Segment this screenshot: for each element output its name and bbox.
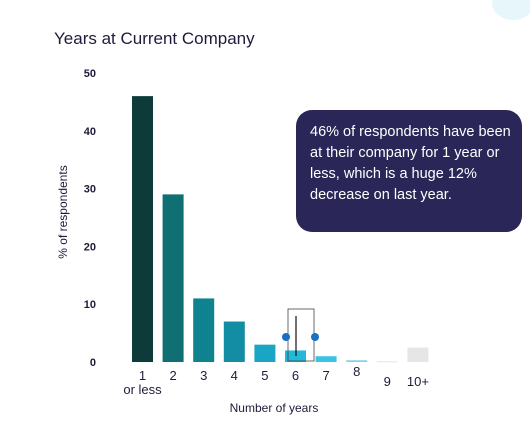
chart-title: Years at Current Company <box>54 29 255 48</box>
decorative-circle <box>492 0 530 20</box>
bar-1 <box>132 96 153 363</box>
x-tick-label: 6 <box>292 368 299 383</box>
x-tick-label: 4 <box>231 368 238 383</box>
y-tick-label: 40 <box>84 126 96 138</box>
x-tick-label: 1 <box>139 368 146 383</box>
y-tick-label: 10 <box>84 299 96 311</box>
x-tick-label: 8 <box>353 364 360 379</box>
x-tick-label: 9 <box>384 374 391 389</box>
x-tick-label: 2 <box>169 368 176 383</box>
y-tick-label: 50 <box>84 68 96 80</box>
bar-10plus <box>407 347 429 362</box>
bar-5 <box>254 344 276 362</box>
bar-8 <box>346 360 368 362</box>
x-tick-label: 5 <box>261 368 268 383</box>
x-tick-label: 10+ <box>407 374 429 389</box>
callout-text: 46% of respondents have been at their co… <box>310 124 511 203</box>
callout-box: 46% of respondents have been at their co… <box>296 110 522 232</box>
selection-handle[interactable] <box>282 308 319 362</box>
bar-2 <box>162 194 184 362</box>
y-tick-label: 20 <box>84 241 96 253</box>
bar-7 <box>315 356 337 362</box>
bar-6 <box>285 350 306 362</box>
y-tick-label: 30 <box>84 184 96 196</box>
bar-9 <box>376 361 398 363</box>
bar-3 <box>193 298 215 362</box>
bar-4 <box>223 321 245 362</box>
bars <box>132 96 429 363</box>
x-tick-label: 7 <box>322 368 329 383</box>
y-axis-label: % of respondents <box>56 165 70 258</box>
y-axis-ticks: 0 10 20 30 40 50 <box>84 68 96 369</box>
resize-handle-right[interactable] <box>311 333 319 341</box>
x-tick-label: 3 <box>200 368 207 383</box>
x-axis-ticks: 1or less 2 3 4 5 6 7 8 9 10+ <box>123 364 429 397</box>
resize-handle-left[interactable] <box>282 333 290 341</box>
y-tick-label: 0 <box>90 357 96 369</box>
x-axis-label: Number of years <box>230 401 319 415</box>
x-tick-sublabel: or less <box>123 382 162 397</box>
